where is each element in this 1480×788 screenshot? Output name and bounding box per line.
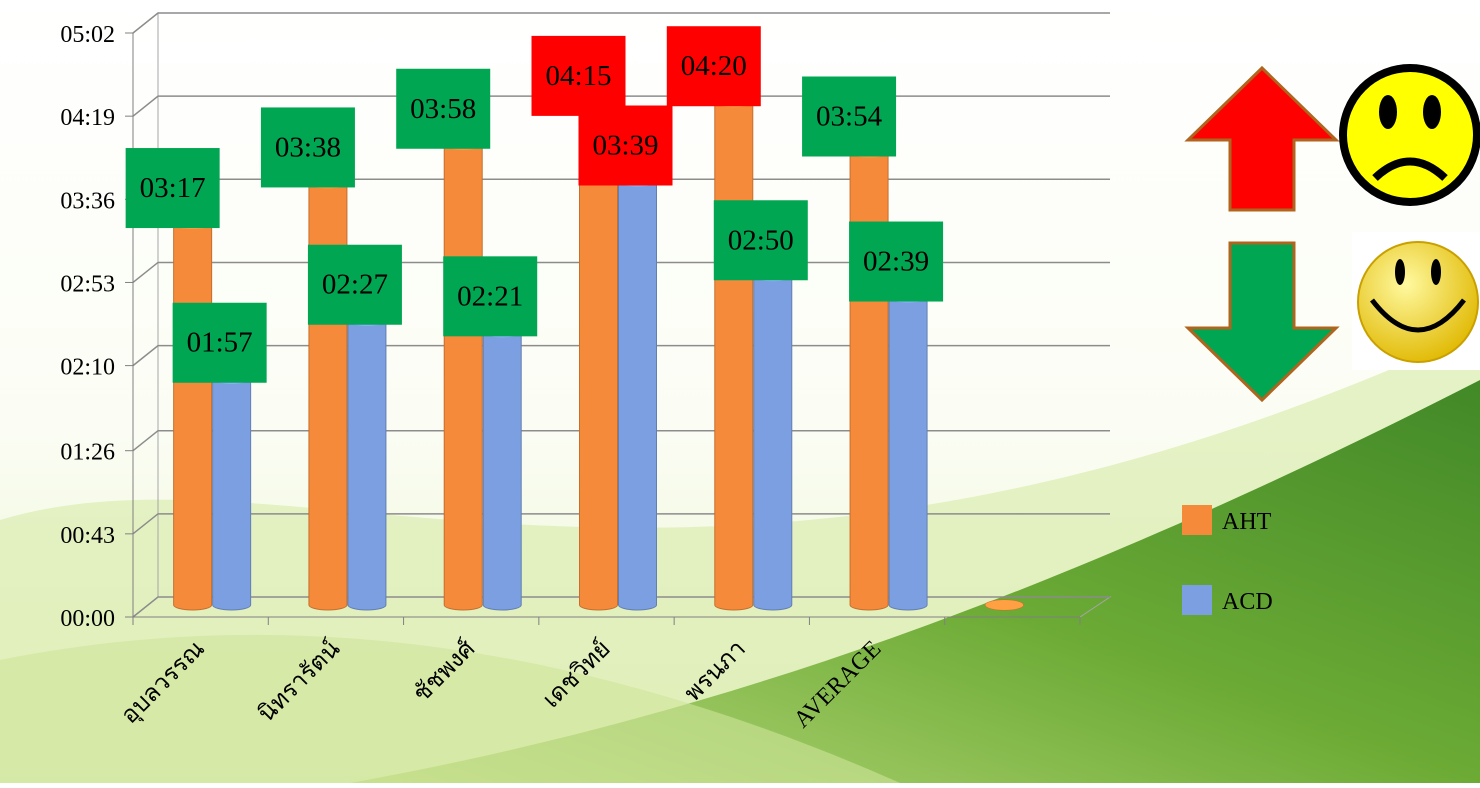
label-box bbox=[849, 221, 944, 302]
label-box bbox=[666, 26, 761, 107]
down-arrow bbox=[1184, 241, 1340, 403]
label-box bbox=[172, 302, 267, 383]
grid-line bbox=[132, 95, 1110, 117]
legend-label: AHT bbox=[1222, 509, 1272, 535]
grid-line bbox=[132, 12, 1110, 34]
bar bbox=[212, 373, 252, 611]
bar bbox=[347, 315, 387, 611]
data-label: 03:58 bbox=[410, 93, 476, 125]
y-tick-label: 01:26 bbox=[60, 440, 115, 466]
sad-face bbox=[1339, 64, 1480, 206]
bar-top bbox=[985, 600, 1024, 610]
bar bbox=[753, 270, 793, 611]
y-tick-label: 05:02 bbox=[60, 22, 115, 48]
grid-line bbox=[132, 513, 1110, 535]
data-label: 03:54 bbox=[816, 100, 883, 132]
data-label: 04:15 bbox=[545, 60, 611, 92]
data-label: 02:27 bbox=[322, 269, 388, 301]
y-tick-label: 04:19 bbox=[60, 105, 115, 131]
y-tick-label: 02:53 bbox=[60, 271, 115, 297]
legend-label: ACD bbox=[1222, 589, 1273, 615]
label-box bbox=[260, 107, 355, 188]
grid-line bbox=[132, 596, 1110, 618]
background-swoosh bbox=[350, 380, 1480, 783]
data-label: 04:20 bbox=[681, 50, 747, 82]
label-box bbox=[396, 68, 491, 149]
label-box bbox=[531, 35, 626, 116]
label-box bbox=[802, 76, 897, 157]
label-box bbox=[307, 244, 402, 325]
data-label: 02:39 bbox=[863, 246, 929, 278]
data-label: 01:57 bbox=[187, 327, 253, 359]
y-tick-label: 00:00 bbox=[60, 606, 115, 632]
y-tick-label: 03:36 bbox=[60, 188, 115, 214]
background-swoosh bbox=[0, 634, 900, 783]
bar bbox=[308, 177, 348, 611]
up-arrow bbox=[1184, 65, 1340, 212]
legend-swatch bbox=[1182, 585, 1212, 615]
data-label: 02:50 bbox=[728, 224, 794, 256]
data-label: 03:38 bbox=[275, 131, 341, 163]
label-box bbox=[443, 256, 538, 337]
label-box bbox=[713, 200, 808, 281]
grid-line bbox=[132, 429, 1110, 452]
data-label: 03:17 bbox=[140, 172, 206, 204]
bar bbox=[173, 218, 213, 611]
bar bbox=[849, 147, 889, 611]
bar bbox=[443, 139, 483, 611]
data-label: 02:21 bbox=[457, 280, 523, 312]
bar bbox=[714, 96, 754, 611]
y-tick-label: 02:10 bbox=[60, 355, 115, 381]
label-box bbox=[125, 148, 220, 229]
data-label: 03:39 bbox=[592, 130, 658, 162]
grid-line bbox=[132, 344, 1110, 367]
y-tick-label: 00:43 bbox=[60, 523, 115, 549]
bar bbox=[618, 176, 657, 611]
happy-face bbox=[1352, 232, 1480, 370]
label-box bbox=[578, 105, 673, 186]
legend-swatch bbox=[1182, 505, 1212, 535]
bar bbox=[888, 292, 928, 611]
bar bbox=[482, 326, 522, 611]
